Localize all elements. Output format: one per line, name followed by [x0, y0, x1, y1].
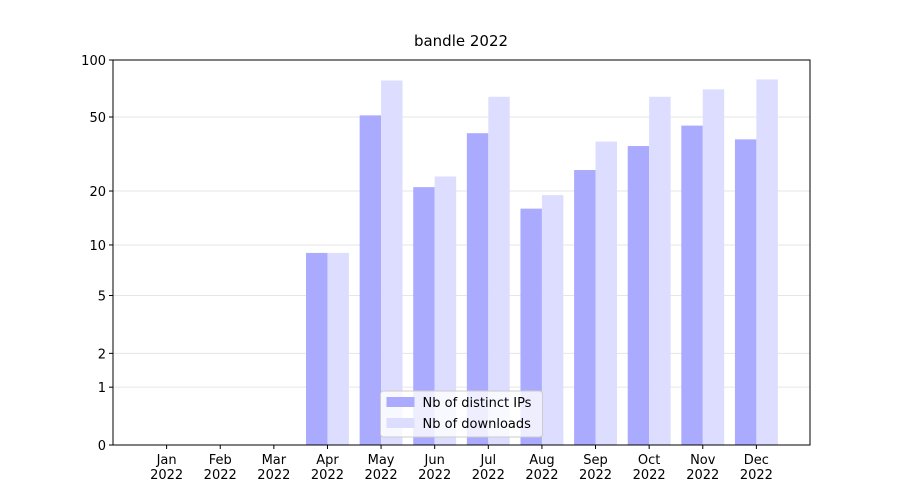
y-tick-label: 20 [89, 185, 106, 200]
bar [681, 125, 703, 445]
bar [359, 115, 382, 445]
legend-box [380, 390, 543, 438]
x-tick-label: Jun 2022 [418, 453, 452, 483]
x-tick-label: Nov 2022 [686, 453, 720, 483]
legend-label: Nb of downloads [423, 417, 532, 432]
x-tick-label: Dec 2022 [739, 453, 773, 483]
x-tick-label: Oct 2022 [632, 453, 666, 483]
bar [520, 208, 542, 445]
y-tick-label: 100 [81, 54, 106, 69]
bar [434, 176, 457, 445]
chart-title: bandle 2022 [414, 32, 508, 50]
bar [627, 146, 650, 446]
bar [734, 139, 757, 445]
y-tick-label: 10 [89, 239, 106, 254]
x-tick-label: Sep 2022 [578, 453, 613, 483]
x-tick-label: Mar 2022 [257, 453, 291, 483]
bar [756, 79, 778, 445]
bar [466, 133, 489, 445]
y-tick-label: 2 [98, 347, 106, 362]
y-tick-label: 50 [89, 111, 106, 126]
bar [488, 96, 510, 445]
x-tick-label: Jul 2022 [471, 453, 505, 483]
y-tick-label: 1 [98, 381, 106, 396]
bar [541, 195, 564, 445]
x-tick-label: Feb 2022 [203, 453, 237, 483]
plot-frame [112, 59, 811, 446]
bar [413, 187, 435, 445]
bar [381, 80, 403, 445]
bar [702, 89, 725, 445]
legend-swatch [386, 397, 415, 407]
y-tick-label: 5 [98, 290, 106, 305]
bar [649, 96, 671, 445]
x-tick-label: May 2022 [364, 453, 398, 483]
bar [327, 252, 349, 445]
bar [306, 252, 328, 445]
bar [595, 141, 617, 446]
legend-swatch [386, 418, 415, 428]
y-tick-label: 0 [98, 439, 106, 454]
x-tick-label: Jan 2022 [150, 453, 184, 483]
bar [574, 170, 596, 445]
legend-label: Nb of distinct IPs [423, 396, 532, 411]
x-tick-label: Apr 2022 [310, 453, 344, 483]
x-tick-label: Aug 2022 [525, 453, 559, 483]
